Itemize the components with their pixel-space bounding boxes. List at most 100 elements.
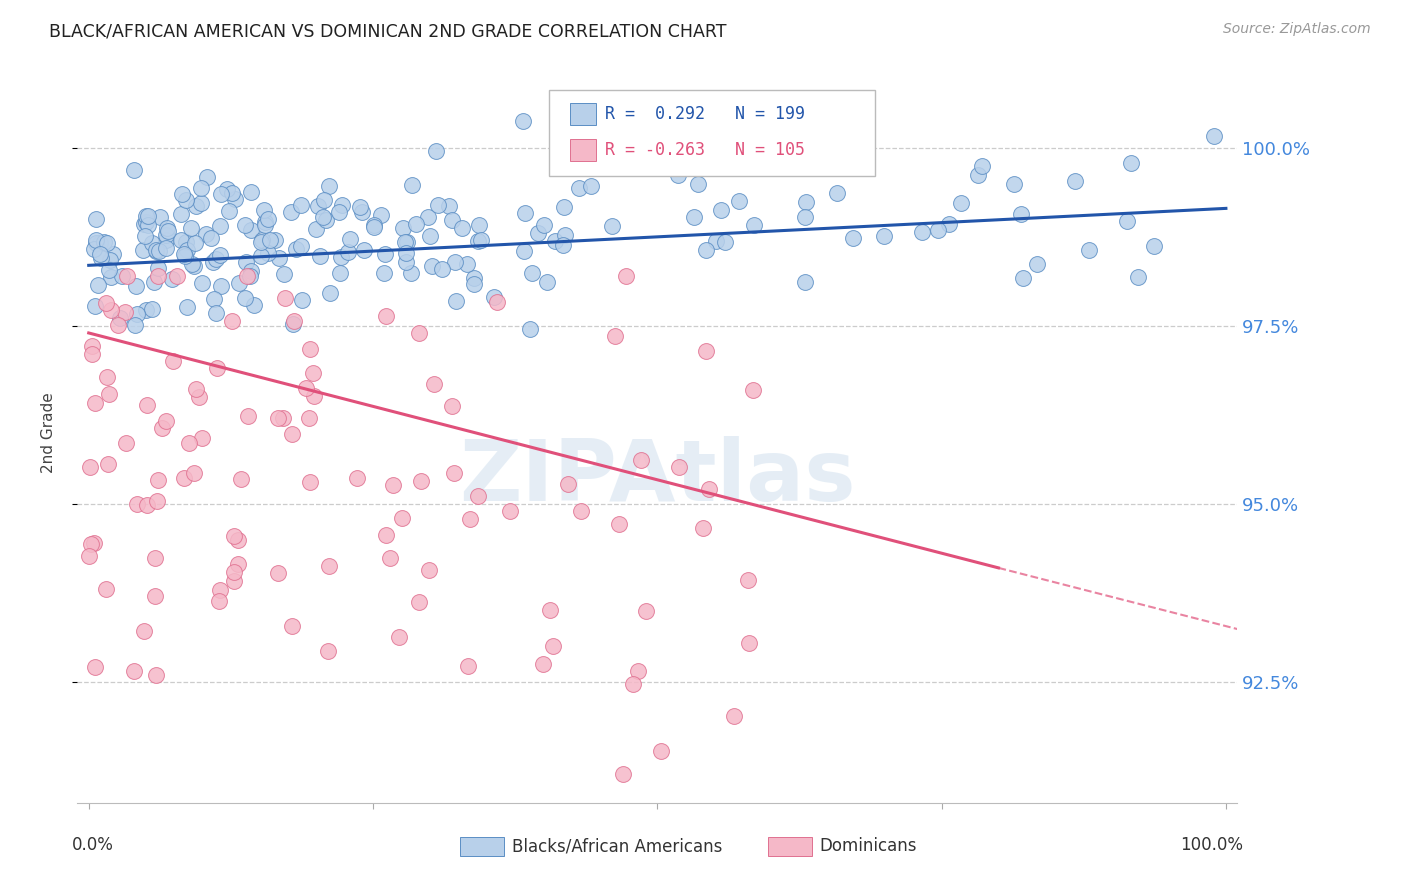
Point (427, 198, 450, 212)
Point (96, 236, 118, 251)
Point (1002, 177, 1025, 191)
Point (226, 533, 249, 548)
Point (155, 241, 177, 255)
Point (204, 252, 226, 266)
Point (145, 244, 167, 258)
Text: 0.0%: 0.0% (72, 836, 114, 855)
Point (970, 159, 993, 173)
Point (370, 208, 392, 222)
Point (94, 582, 117, 596)
Point (100, 269, 122, 284)
Point (634, 604, 657, 618)
Point (136, 399, 159, 413)
Point (568, 180, 591, 194)
Point (579, 179, 602, 194)
Point (263, 233, 285, 247)
Point (533, 657, 555, 672)
Point (301, 366, 323, 380)
Point (135, 302, 157, 317)
Point (222, 565, 245, 579)
Point (115, 268, 138, 283)
Point (443, 467, 465, 481)
Point (668, 460, 690, 475)
Point (307, 199, 329, 213)
Point (90, 251, 112, 265)
Point (569, 504, 592, 518)
Point (155, 233, 177, 247)
Point (330, 198, 353, 212)
Point (208, 247, 231, 261)
Point (170, 207, 193, 221)
Point (1011, 271, 1033, 285)
Point (209, 186, 232, 201)
Text: Dominicans: Dominicans (820, 838, 917, 855)
Point (1063, 174, 1085, 188)
Point (231, 472, 253, 486)
Point (83, 396, 105, 410)
Point (160, 272, 183, 286)
Point (346, 471, 368, 485)
Point (614, 268, 637, 283)
Point (155, 227, 177, 242)
Point (98, 252, 121, 267)
Point (482, 290, 505, 304)
Point (250, 233, 273, 247)
Point (224, 529, 246, 543)
Point (688, 177, 710, 191)
Point (409, 475, 432, 489)
Point (183, 236, 205, 251)
Point (191, 276, 214, 290)
Point (401, 178, 423, 192)
Point (169, 233, 191, 247)
Text: ZIPAtlas: ZIPAtlas (458, 435, 856, 518)
Point (399, 267, 422, 281)
Point (375, 309, 398, 323)
Point (467, 489, 489, 503)
Point (318, 286, 340, 301)
Point (423, 377, 446, 392)
Point (657, 158, 679, 172)
Point (460, 512, 482, 526)
Point (1077, 243, 1099, 257)
Point (457, 659, 479, 673)
Point (146, 268, 169, 283)
Point (136, 210, 159, 224)
Point (363, 220, 385, 235)
Point (174, 193, 197, 207)
Point (221, 314, 243, 328)
Point (134, 217, 156, 231)
Point (382, 477, 405, 491)
Point (166, 268, 188, 283)
Point (1143, 239, 1166, 253)
Point (156, 224, 179, 238)
Point (83, 660, 105, 674)
Y-axis label: 2nd Grade: 2nd Grade (42, 392, 56, 473)
Point (339, 232, 361, 246)
Point (173, 247, 195, 261)
Point (446, 294, 468, 309)
Point (723, 709, 745, 723)
Point (353, 244, 375, 258)
Point (239, 185, 262, 199)
Point (405, 217, 427, 231)
Point (233, 291, 256, 305)
Point (349, 200, 371, 214)
Point (302, 389, 325, 403)
Point (283, 314, 305, 328)
Point (240, 223, 263, 237)
Point (430, 262, 453, 277)
Point (107, 318, 129, 333)
Point (512, 114, 534, 128)
Point (420, 259, 443, 273)
Point (557, 477, 579, 491)
Point (395, 246, 418, 260)
Point (253, 215, 276, 229)
Point (150, 421, 173, 435)
Bar (571, 103, 596, 126)
Point (485, 294, 508, 309)
Point (395, 235, 418, 249)
Point (101, 246, 124, 260)
Point (208, 582, 231, 597)
Point (727, 194, 749, 209)
Point (267, 410, 290, 425)
